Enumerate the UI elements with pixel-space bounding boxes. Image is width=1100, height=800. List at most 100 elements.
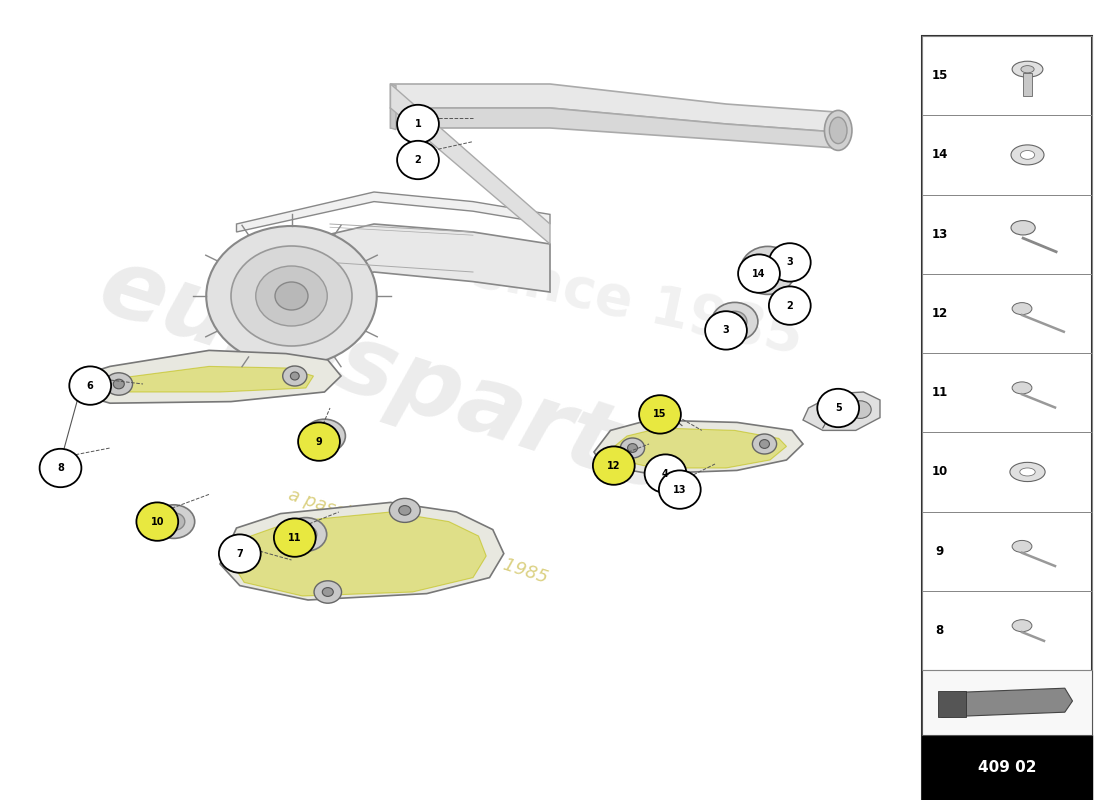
- Text: 15: 15: [932, 69, 947, 82]
- Text: 13: 13: [932, 228, 947, 241]
- Polygon shape: [390, 84, 396, 130]
- Text: 2: 2: [415, 155, 421, 165]
- Ellipse shape: [283, 366, 307, 386]
- Ellipse shape: [285, 518, 327, 551]
- Ellipse shape: [322, 587, 333, 597]
- Text: 10: 10: [151, 517, 164, 526]
- Ellipse shape: [231, 246, 352, 346]
- Bar: [1023, 74, 1032, 96]
- Polygon shape: [942, 688, 1072, 717]
- Ellipse shape: [659, 470, 701, 509]
- Ellipse shape: [705, 311, 747, 350]
- Text: 11: 11: [932, 386, 947, 399]
- Bar: [922, 670, 1092, 735]
- Ellipse shape: [1021, 66, 1034, 73]
- Bar: [922, 591, 1092, 670]
- Ellipse shape: [398, 506, 411, 515]
- Text: since 1985: since 1985: [469, 242, 807, 366]
- Ellipse shape: [842, 406, 852, 414]
- Text: 1: 1: [415, 119, 421, 129]
- Ellipse shape: [769, 243, 811, 282]
- Polygon shape: [390, 84, 550, 244]
- Ellipse shape: [1021, 150, 1035, 159]
- Ellipse shape: [829, 117, 847, 144]
- Text: 9: 9: [316, 437, 322, 446]
- Ellipse shape: [593, 446, 635, 485]
- Bar: [938, 691, 966, 717]
- Text: 14: 14: [752, 269, 766, 278]
- Ellipse shape: [1012, 620, 1032, 632]
- Ellipse shape: [304, 419, 345, 453]
- Ellipse shape: [255, 266, 328, 326]
- Ellipse shape: [1012, 62, 1043, 78]
- Bar: [922, 353, 1092, 432]
- Text: 15: 15: [653, 410, 667, 419]
- Text: eurosparts: eurosparts: [87, 240, 683, 512]
- Ellipse shape: [645, 454, 686, 493]
- Ellipse shape: [397, 141, 439, 179]
- Ellipse shape: [315, 581, 341, 603]
- Polygon shape: [236, 192, 550, 232]
- Ellipse shape: [752, 434, 777, 454]
- Ellipse shape: [274, 518, 316, 557]
- Ellipse shape: [113, 379, 124, 389]
- Text: 7: 7: [236, 549, 243, 558]
- Text: 6: 6: [87, 381, 94, 390]
- Ellipse shape: [1012, 541, 1032, 553]
- Ellipse shape: [136, 502, 178, 541]
- Text: 8: 8: [935, 624, 944, 637]
- Ellipse shape: [219, 534, 261, 573]
- Polygon shape: [610, 428, 786, 468]
- Ellipse shape: [1011, 145, 1044, 165]
- Text: 3: 3: [723, 326, 729, 335]
- Text: a passion for parts since 1985: a passion for parts since 1985: [286, 486, 550, 586]
- Text: 10: 10: [932, 466, 947, 478]
- Text: 9: 9: [935, 545, 944, 558]
- Polygon shape: [390, 108, 836, 148]
- Ellipse shape: [639, 395, 681, 434]
- Ellipse shape: [849, 401, 871, 418]
- Ellipse shape: [1011, 221, 1035, 235]
- Ellipse shape: [620, 438, 645, 458]
- Text: 3: 3: [786, 258, 793, 267]
- Text: 13: 13: [673, 485, 686, 494]
- Ellipse shape: [69, 366, 111, 405]
- Text: 4: 4: [662, 469, 669, 478]
- Ellipse shape: [169, 518, 178, 526]
- Ellipse shape: [314, 427, 336, 445]
- Bar: [922, 274, 1092, 353]
- Ellipse shape: [769, 286, 811, 325]
- Bar: [922, 511, 1092, 591]
- Ellipse shape: [301, 531, 310, 538]
- Text: 5: 5: [835, 403, 842, 413]
- Ellipse shape: [1010, 462, 1045, 482]
- Ellipse shape: [627, 443, 638, 452]
- Bar: [922, 36, 1092, 115]
- Ellipse shape: [298, 422, 340, 461]
- Ellipse shape: [1012, 302, 1032, 314]
- Polygon shape: [220, 502, 504, 600]
- Text: 11: 11: [288, 533, 301, 542]
- Ellipse shape: [389, 498, 420, 522]
- Ellipse shape: [1012, 382, 1032, 394]
- Ellipse shape: [295, 526, 317, 543]
- Bar: [922, 432, 1092, 511]
- Ellipse shape: [290, 372, 299, 380]
- Polygon shape: [390, 84, 836, 132]
- Ellipse shape: [320, 432, 329, 440]
- Bar: [922, 115, 1092, 194]
- Text: 2: 2: [786, 301, 793, 310]
- Ellipse shape: [106, 373, 133, 395]
- Polygon shape: [90, 366, 313, 392]
- Ellipse shape: [825, 401, 847, 418]
- Ellipse shape: [712, 302, 758, 341]
- Ellipse shape: [761, 265, 774, 276]
- Ellipse shape: [207, 226, 376, 366]
- Ellipse shape: [153, 505, 195, 538]
- Ellipse shape: [740, 246, 795, 294]
- Ellipse shape: [759, 440, 770, 448]
- Ellipse shape: [40, 449, 81, 487]
- Ellipse shape: [817, 389, 859, 427]
- Polygon shape: [231, 512, 486, 596]
- Bar: [922, 735, 1092, 800]
